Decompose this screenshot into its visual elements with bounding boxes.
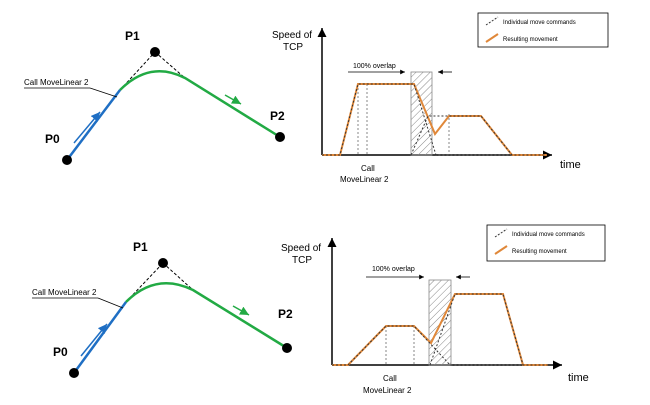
label-p0: P0 xyxy=(45,132,60,146)
ideal-path-dashed-b xyxy=(154,51,186,79)
direction-arrow-green xyxy=(232,305,250,316)
point-p0 xyxy=(62,155,72,165)
legend-label-resulting: Resulting movement xyxy=(503,37,558,43)
y-axis-label-line1: Speed of xyxy=(272,30,312,41)
speed-chart-top: Speed of TCP time 100% overlap Call Move… xyxy=(272,12,609,184)
y-axis-label-line2: TCP xyxy=(292,255,312,266)
legend-swatch-resulting xyxy=(485,33,499,43)
legend-swatch-resulting xyxy=(494,245,508,255)
ideal-path-dashed-a xyxy=(125,262,164,303)
point-p2 xyxy=(282,343,292,353)
label-p2: P2 xyxy=(270,109,285,123)
label-p1: P1 xyxy=(133,240,148,254)
legend-label-individual: Individual move commands xyxy=(503,20,576,26)
call-label-leader xyxy=(89,87,118,98)
path-diagram-top: P0 P1 P2 Call MoveLinear 2 xyxy=(24,29,285,165)
direction-arrow-blue xyxy=(80,323,108,357)
linear-path-blue xyxy=(66,89,121,161)
speed-chart-bottom: Speed of TCP time 100% overlap Call Move… xyxy=(281,224,606,395)
call-label-leader xyxy=(97,297,124,309)
direction-arrow-green xyxy=(224,94,242,105)
individual-commands-curve xyxy=(322,83,547,156)
ideal-path-dashed-a xyxy=(119,51,156,91)
direction-arrow-blue xyxy=(73,111,101,144)
call-label-line2: MoveLinear 2 xyxy=(363,386,412,395)
y-axis-label-line2: TCP xyxy=(283,42,303,53)
point-p2 xyxy=(275,132,285,142)
legend-label-individual: Individual move commands xyxy=(512,232,585,238)
legend: Individual move commands Resulting movem… xyxy=(477,12,609,48)
x-axis-label: time xyxy=(568,372,589,384)
point-p1 xyxy=(158,258,168,268)
label-p0: P0 xyxy=(53,345,68,359)
label-p2: P2 xyxy=(278,307,293,321)
path-diagram-bottom: P0 P1 P2 Call MoveLinear 2 xyxy=(32,240,293,378)
call-movelinear-label: Call MoveLinear 2 xyxy=(24,78,89,87)
x-axis-label: time xyxy=(560,159,581,171)
call-label-line2: MoveLinear 2 xyxy=(340,175,389,184)
legend-label-resulting: Resulting movement xyxy=(512,249,567,255)
point-p0 xyxy=(69,368,79,378)
linear-path-blue xyxy=(72,301,128,374)
blended-path-green xyxy=(125,282,288,350)
call-label-line1: Call xyxy=(361,164,375,173)
individual-commands-curve xyxy=(410,115,513,156)
point-p1 xyxy=(150,47,160,57)
individual-commands-curve xyxy=(332,325,548,366)
ideal-path-dashed-b xyxy=(162,262,194,291)
overlap-label: 100% overlap xyxy=(353,63,396,70)
legend: Individual move commands Resulting movem… xyxy=(486,224,606,262)
call-label-line1: Call xyxy=(383,374,397,383)
overlap-label: 100% overlap xyxy=(372,266,415,273)
blended-path-green xyxy=(119,70,281,139)
label-p1: P1 xyxy=(125,29,140,43)
call-movelinear-label: Call MoveLinear 2 xyxy=(32,288,97,297)
y-axis-label-line1: Speed of xyxy=(281,243,321,254)
legend-swatch-individual xyxy=(485,16,499,26)
individual-commands-curve xyxy=(429,293,524,366)
legend-swatch-individual xyxy=(494,228,508,238)
